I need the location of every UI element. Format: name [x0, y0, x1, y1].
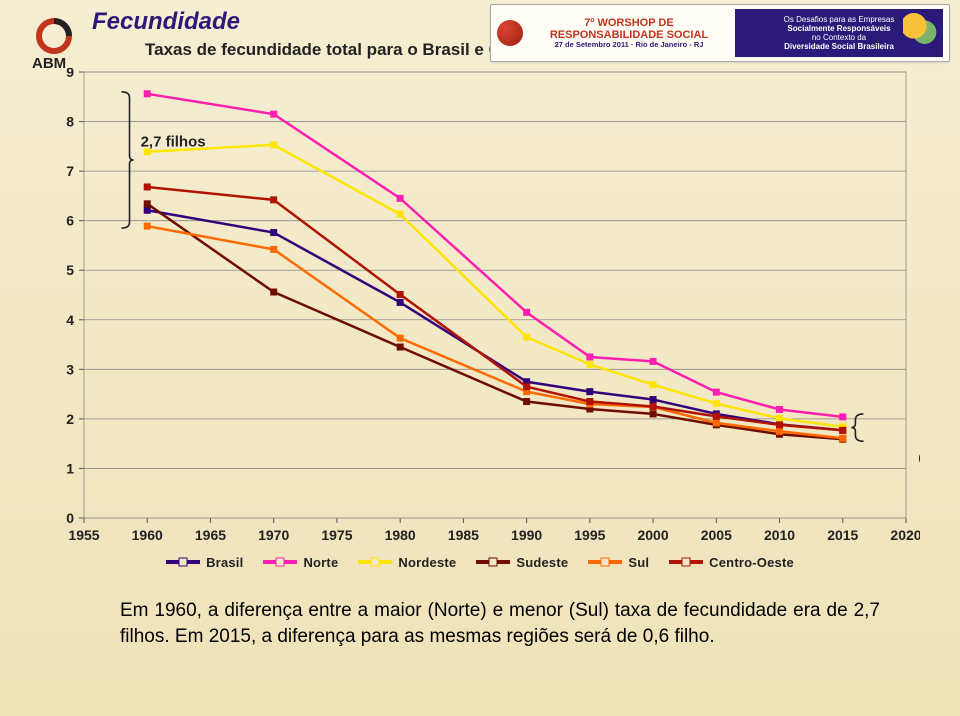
svg-text:1970: 1970: [258, 527, 289, 543]
banner-right-line1: Os Desafios para as Empresas: [784, 15, 895, 24]
legend-item: Nordeste: [358, 555, 456, 570]
svg-text:6: 6: [66, 213, 74, 229]
svg-text:1985: 1985: [448, 527, 479, 543]
brazil-map-icon: [903, 13, 939, 45]
banner-right-line3: no Contexto da: [812, 33, 866, 42]
banner-center: 7º WORSHOP DE RESPONSABILIDADE SOCIAL 27…: [529, 17, 729, 49]
legend-item: Brasil: [166, 555, 243, 570]
chart-legend: Brasil Norte Nordeste Sudeste Sul Centro-Oest…: [0, 552, 960, 570]
svg-text:5: 5: [66, 262, 74, 278]
banner-workshop-line1: 7º WORSHOP DE: [529, 17, 729, 29]
legend-swatch: [358, 560, 392, 564]
caption-text: Em 1960, a diferença entre a maior (Nort…: [120, 598, 880, 649]
svg-text:2005: 2005: [701, 527, 732, 543]
legend-label: Norte: [303, 555, 338, 570]
svg-text:2015: 2015: [827, 527, 858, 543]
svg-text:1990: 1990: [511, 527, 542, 543]
legend-swatch: [588, 560, 622, 564]
svg-text:1960: 1960: [132, 527, 163, 543]
svg-text:1: 1: [66, 460, 74, 476]
svg-text:1965: 1965: [195, 527, 226, 543]
svg-text:3: 3: [66, 361, 74, 377]
legend-label: Nordeste: [398, 555, 456, 570]
legend-label: Centro-Oeste: [709, 555, 794, 570]
svg-text:9: 9: [66, 68, 74, 80]
banner-right-line2: Socialmente Responsáveis: [787, 24, 890, 33]
event-banner: 7º WORSHOP DE RESPONSABILIDADE SOCIAL 27…: [490, 4, 950, 62]
banner-logo-icon: [497, 20, 523, 46]
svg-text:0: 0: [66, 510, 74, 526]
legend-label: Sudeste: [516, 555, 568, 570]
svg-text:2,7 filhos: 2,7 filhos: [141, 133, 206, 150]
svg-text:1995: 1995: [574, 527, 605, 543]
svg-text:2010: 2010: [764, 527, 795, 543]
svg-text:1980: 1980: [385, 527, 416, 543]
header: ABM Fecundidade Taxas de fecundidade tot…: [0, 0, 960, 78]
legend-item: Norte: [263, 555, 338, 570]
legend-label: Sul: [628, 555, 649, 570]
banner-dateline: 27 de Setembro 2011 · Rio de Janeiro - R…: [529, 41, 729, 49]
legend-swatch: [166, 560, 200, 564]
legend-label: Brasil: [206, 555, 243, 570]
svg-text:1975: 1975: [321, 527, 352, 543]
svg-text:1955: 1955: [68, 527, 99, 543]
legend-item: Centro-Oeste: [669, 555, 794, 570]
banner-right: Os Desafios para as Empresas Socialmente…: [735, 9, 943, 57]
svg-text:2000: 2000: [637, 527, 668, 543]
svg-text:2: 2: [66, 411, 74, 427]
legend-swatch: [476, 560, 510, 564]
svg-text:2020: 2020: [890, 527, 920, 543]
chart-svg: 0 1 2 3 4 5 6 7 8 9 1955 1960 1965 1970 1975 1980 1985 19…: [40, 68, 920, 548]
page-title: Fecundidade: [92, 8, 240, 36]
legend-swatch: [263, 560, 297, 564]
svg-text:4: 4: [66, 312, 74, 328]
banner-right-line4: Diversidade Social Brasileira: [784, 42, 894, 51]
legend-item: Sul: [588, 555, 649, 570]
legend-item: Sudeste: [476, 555, 568, 570]
legend-swatch: [669, 560, 703, 564]
svg-text:8: 8: [66, 114, 74, 130]
svg-text:0,6 filho: 0,6 filho: [918, 450, 920, 467]
line-chart: 0 1 2 3 4 5 6 7 8 9 1955 1960 1965 1970 1975 1980 1985 19…: [40, 68, 920, 548]
svg-text:7: 7: [66, 163, 74, 179]
